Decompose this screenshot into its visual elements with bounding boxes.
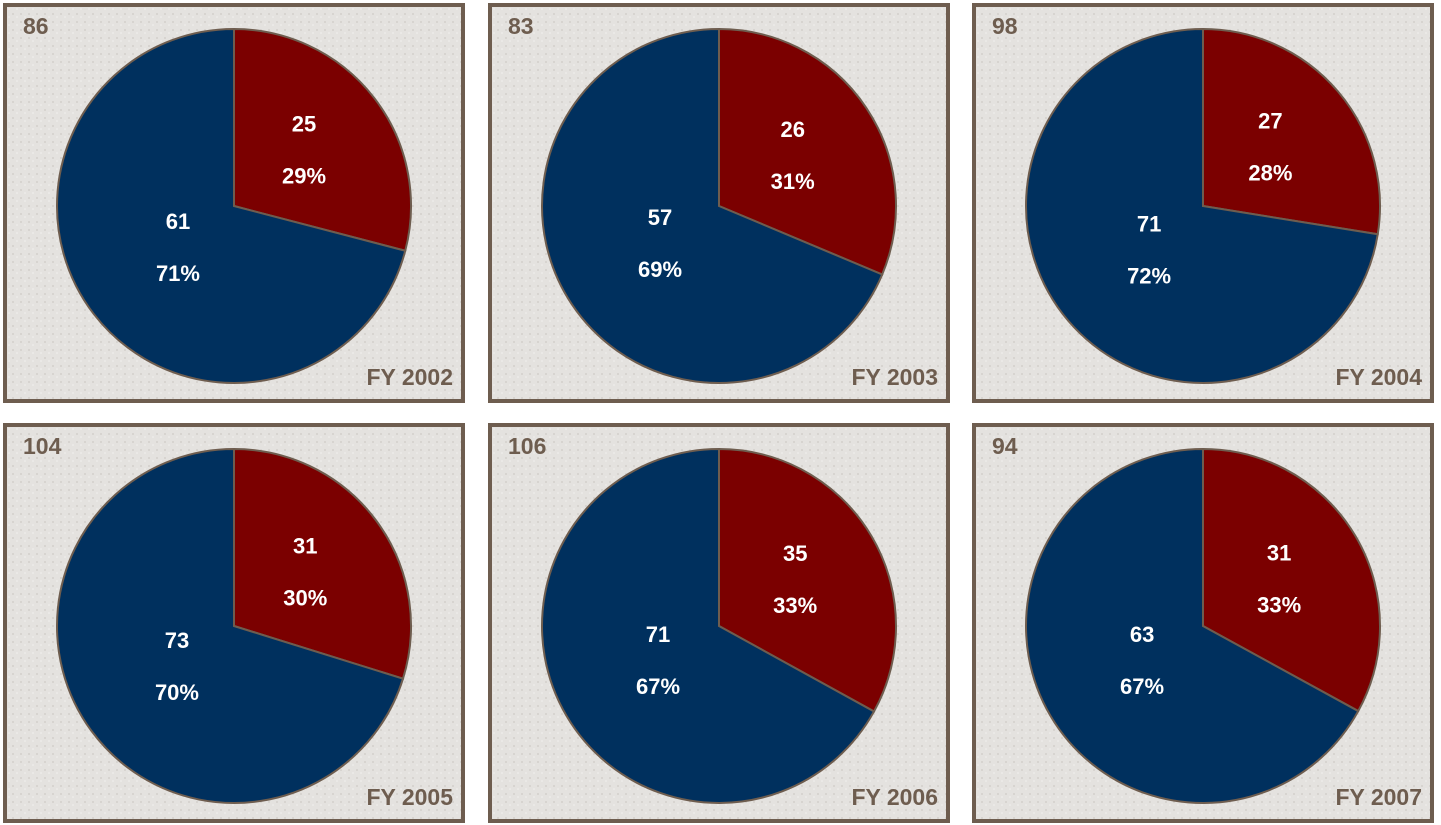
slice-share: 72%	[1127, 264, 1171, 289]
pie-slice	[1202, 447, 1381, 713]
total-label: 83	[508, 13, 534, 39]
slice-value: 57	[648, 205, 672, 230]
slice-value: 73	[165, 628, 189, 653]
slice-share: 33%	[773, 593, 817, 618]
pie-panel: 27 28% 71 72% 98 FY 2004	[972, 3, 1434, 403]
pie-slice	[718, 27, 897, 276]
slice-share: 29%	[282, 164, 326, 189]
slice-share: 70%	[155, 680, 199, 705]
pie-slice	[233, 27, 412, 252]
pie-panel: 31 33% 63 67% 94 FY 2007	[972, 423, 1434, 823]
pie-slice	[56, 27, 407, 384]
pie-panel: 35 33% 71 67% 106 FY 2006	[488, 423, 950, 823]
total-label: 104	[23, 433, 62, 459]
slice-value: 63	[1130, 622, 1154, 647]
slice-value: 31	[293, 533, 317, 558]
slice-value: 71	[1137, 212, 1161, 237]
total-label: 86	[23, 13, 49, 39]
slice-share: 28%	[1248, 160, 1292, 185]
slice-value: 25	[292, 112, 316, 137]
slice-value: 61	[166, 209, 190, 234]
slice-share: 33%	[1257, 593, 1301, 618]
slice-value: 27	[1258, 108, 1282, 133]
pie-slice	[233, 447, 412, 680]
pie-slice	[1202, 27, 1381, 236]
chart-title: FY 2003	[851, 364, 938, 390]
total-label: 94	[992, 433, 1018, 459]
pie-panel: 25 29% 61 71% 86 FY 2002	[3, 3, 465, 403]
slice-value: 31	[1267, 541, 1291, 566]
slice-value: 35	[783, 541, 807, 566]
slice-value: 71	[646, 622, 670, 647]
chart-title: FY 2007	[1335, 784, 1422, 810]
chart-title: FY 2004	[1335, 364, 1422, 390]
pie-panel: 31 30% 73 70% 104 FY 2005	[3, 423, 465, 823]
slice-share: 31%	[771, 169, 815, 194]
slice-value: 26	[780, 117, 804, 142]
pie-slice	[1025, 447, 1360, 804]
total-label: 106	[508, 433, 546, 459]
slice-share: 67%	[636, 674, 680, 699]
pie-slice	[718, 447, 897, 713]
slice-share: 67%	[1120, 674, 1164, 699]
slice-share: 71%	[156, 261, 200, 286]
pie-slice	[1025, 27, 1379, 384]
slice-share: 30%	[283, 585, 327, 610]
pie-panel: 26 31% 57 69% 83 FY 2003	[488, 3, 950, 403]
chart-title: FY 2006	[851, 784, 938, 810]
pie-slice	[56, 447, 405, 804]
pie-slice	[541, 447, 876, 804]
chart-title: FY 2005	[366, 784, 453, 810]
pie-slice	[541, 27, 884, 384]
chart-title: FY 2002	[366, 364, 453, 390]
slice-share: 69%	[638, 257, 682, 282]
total-label: 98	[992, 13, 1018, 39]
